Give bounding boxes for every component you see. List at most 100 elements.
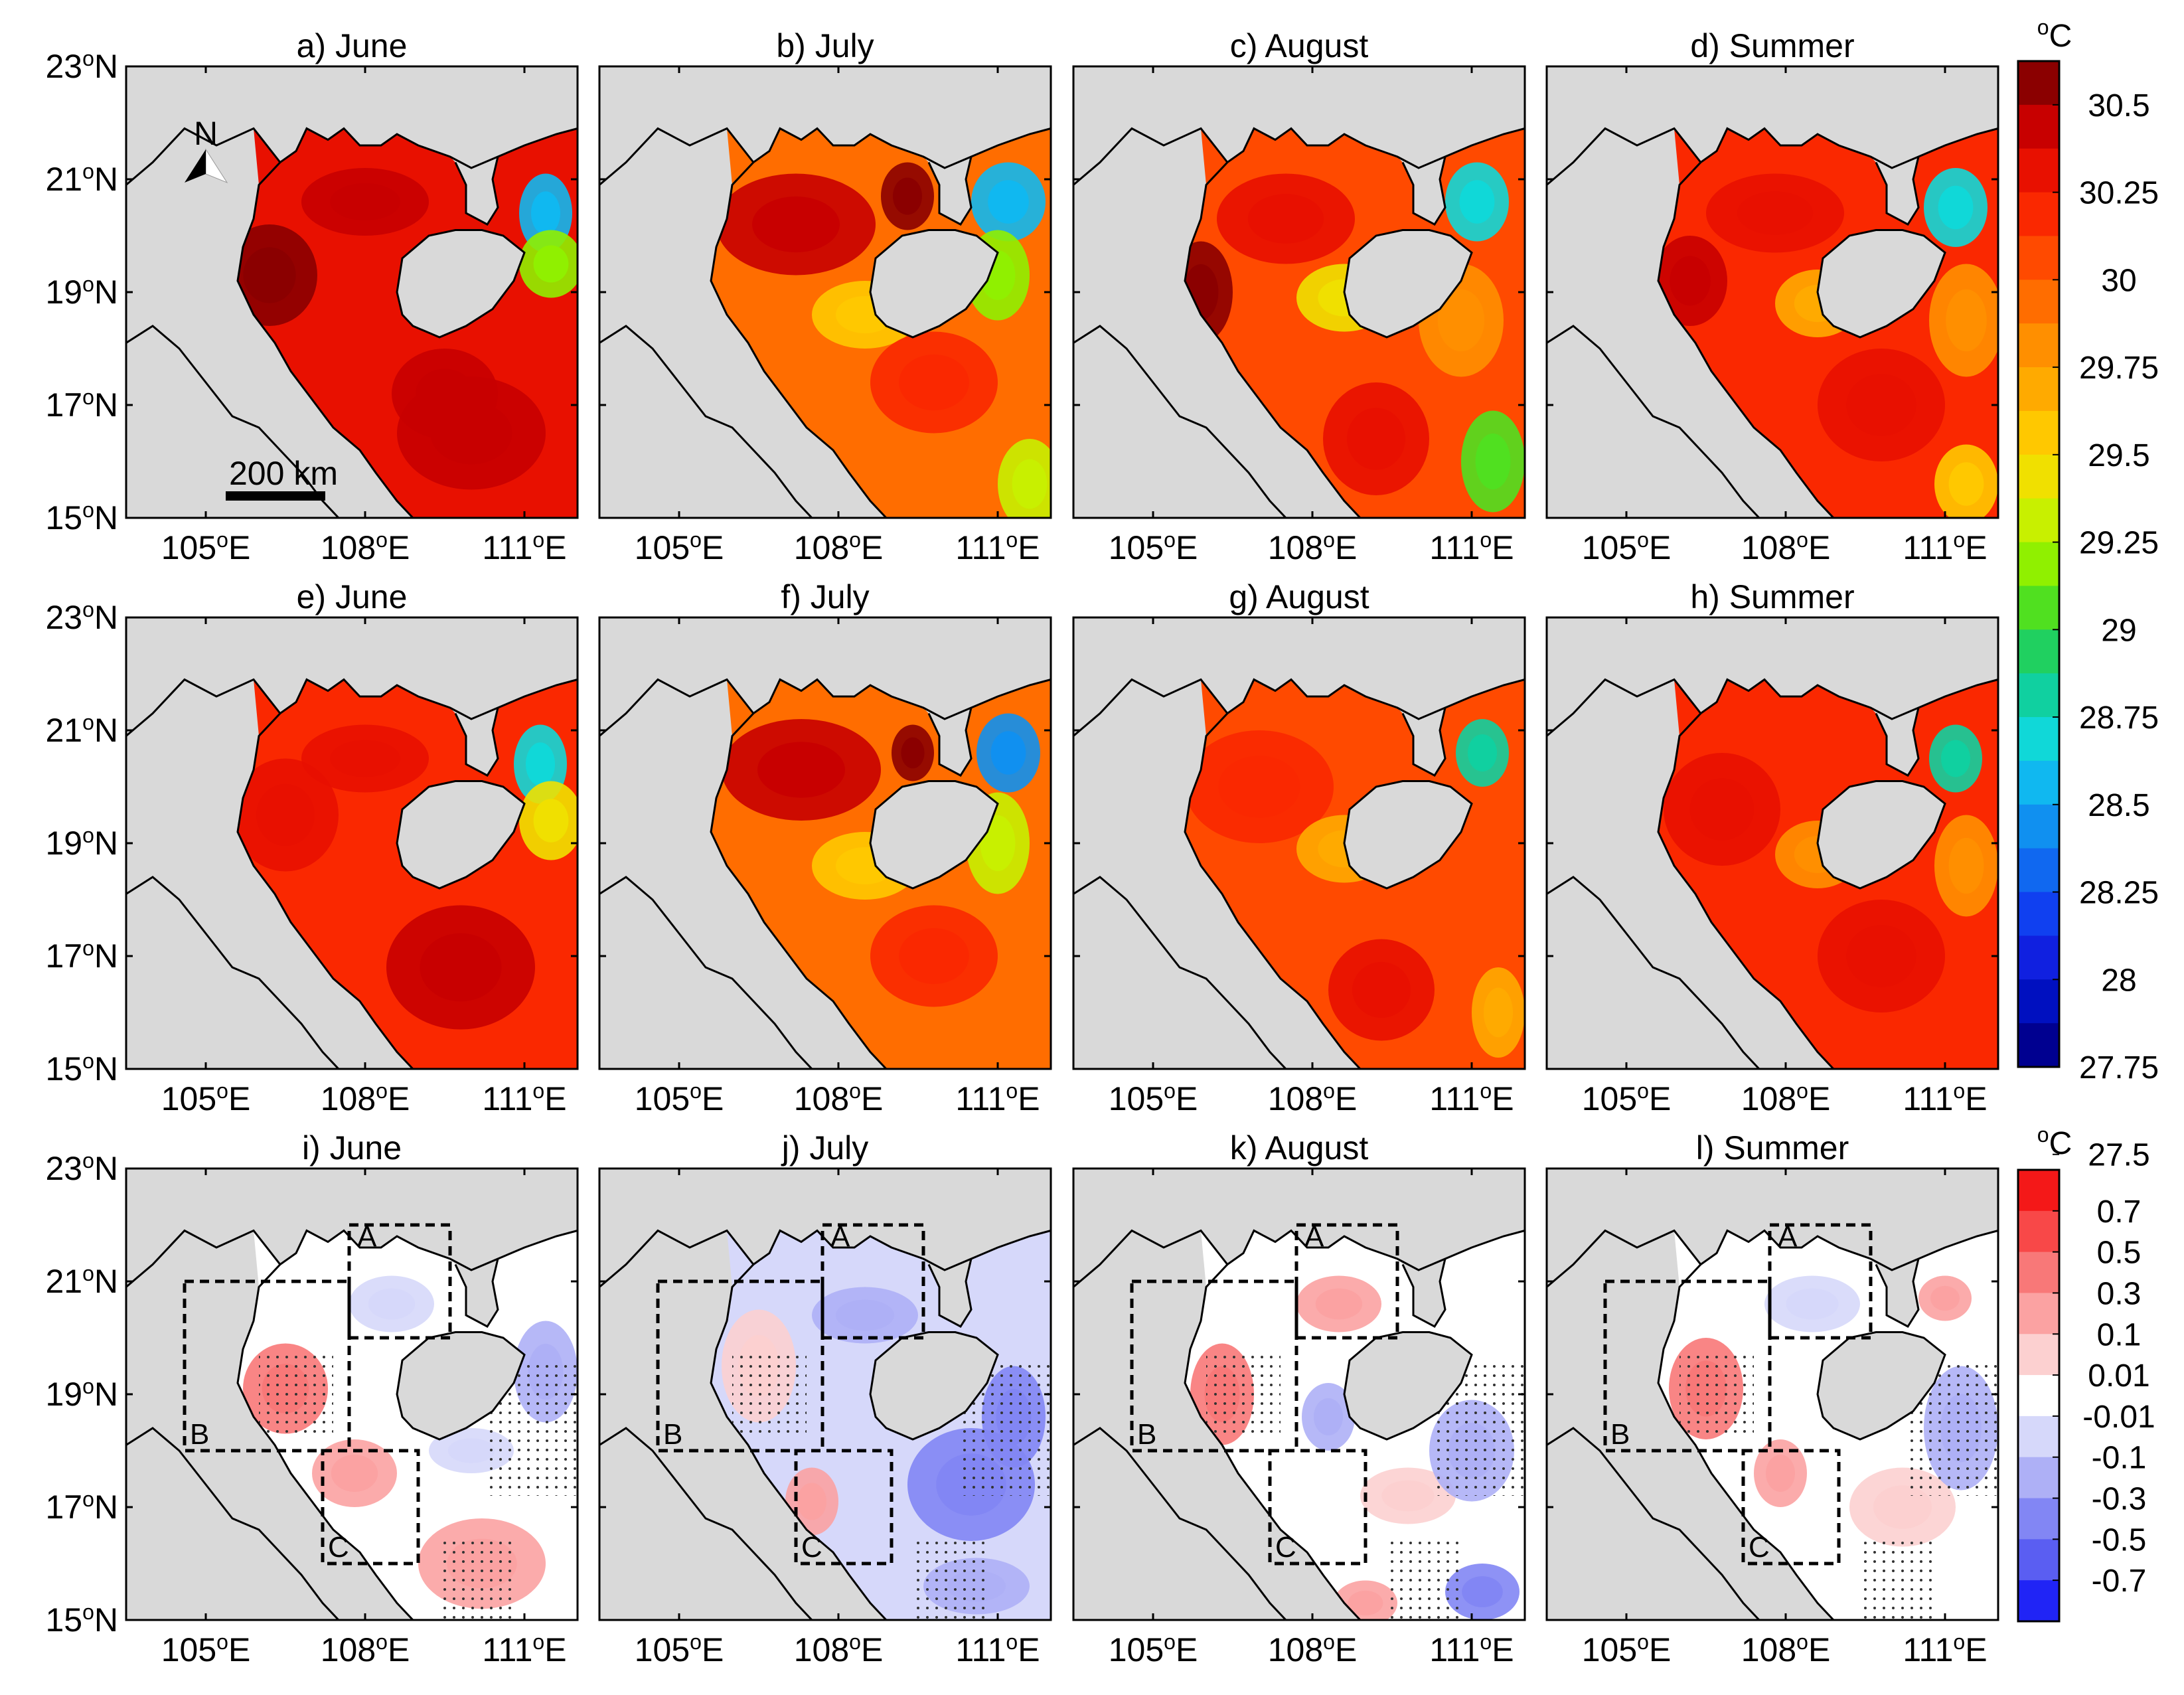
lon-label-degree: o bbox=[1164, 1630, 1176, 1654]
hainan-island bbox=[1343, 229, 1473, 339]
lon-label: 105oE bbox=[635, 1079, 724, 1117]
lat-label-degree: o bbox=[82, 1149, 94, 1172]
lon-label-value: 108 bbox=[1741, 529, 1796, 566]
panel-title: g) August bbox=[1229, 578, 1369, 615]
lon-label-degree: o bbox=[376, 1630, 388, 1654]
lon-label-degree: o bbox=[216, 1630, 228, 1654]
lon-label: 111oE bbox=[1429, 1079, 1514, 1117]
lon-label: 105oE bbox=[161, 1079, 251, 1117]
coastline-north bbox=[1546, 678, 1999, 737]
colorbar-label: -0.5 bbox=[2092, 1522, 2147, 1558]
significance-stipple bbox=[1860, 1535, 1934, 1620]
lon-label-suffix: E bbox=[1808, 1080, 1830, 1117]
field-contour-core bbox=[1459, 180, 1495, 224]
colorbar-segment bbox=[2018, 498, 2059, 543]
lon-label-suffix: E bbox=[1018, 529, 1040, 566]
lon-label: 108oE bbox=[321, 1079, 410, 1117]
lon-label-value: 108 bbox=[1268, 1631, 1323, 1668]
colorbar-frame bbox=[2017, 1169, 2061, 1623]
colorbar-unit-degree: o bbox=[2037, 1123, 2049, 1147]
lat-label-suffix: N bbox=[94, 386, 118, 424]
lat-label-degree: o bbox=[82, 1049, 94, 1073]
leizhou-peninsula bbox=[1875, 156, 1920, 226]
lat-label: 15oN bbox=[45, 498, 118, 536]
lat-label: 21oN bbox=[45, 710, 118, 749]
region-box-label-a: A bbox=[830, 1220, 850, 1253]
lon-label-degree: o bbox=[1953, 528, 1965, 552]
colorbar-label: 0.5 bbox=[2097, 1236, 2142, 1271]
coastline-vietnam bbox=[710, 1263, 888, 1621]
leizhou-peninsula bbox=[1401, 1258, 1446, 1328]
lon-label-degree: o bbox=[690, 1079, 702, 1103]
panel-title: f) July bbox=[781, 578, 869, 615]
hainan-island bbox=[1816, 780, 1946, 890]
lat-label: 23oN bbox=[45, 1149, 118, 1187]
leizhou-peninsula bbox=[927, 156, 973, 226]
lon-label-value: 111 bbox=[482, 529, 532, 566]
lon-label: 111oE bbox=[482, 528, 566, 566]
coastline-north bbox=[125, 678, 578, 737]
lat-label: 23oN bbox=[45, 598, 118, 636]
colorbar-label: 28 bbox=[2101, 963, 2136, 998]
lat-label: 17oN bbox=[45, 385, 118, 424]
lon-label: 108oE bbox=[1741, 1630, 1831, 1668]
field-contour-core bbox=[1348, 1590, 1383, 1616]
lon-label-suffix: E bbox=[1649, 1631, 1671, 1668]
lon-label-degree: o bbox=[849, 528, 861, 552]
lon-label-suffix: E bbox=[702, 1080, 724, 1117]
coastline-vietnam bbox=[1657, 712, 1835, 1070]
lon-label-degree: o bbox=[1323, 1079, 1335, 1103]
region-box-label-b: B bbox=[663, 1418, 682, 1451]
region-box-b bbox=[1603, 1279, 1772, 1453]
field-contour-core bbox=[1930, 1285, 1960, 1311]
field-contour-core bbox=[1938, 185, 1974, 230]
colorbar-segment bbox=[2018, 1023, 2059, 1068]
hainan-island bbox=[396, 780, 526, 890]
field-contour-core bbox=[1948, 462, 1984, 506]
coastline-north bbox=[599, 1229, 1052, 1288]
hainan-island bbox=[396, 229, 526, 339]
lon-label-value: 111 bbox=[482, 1080, 532, 1117]
colorbar-label: -0.01 bbox=[2082, 1400, 2155, 1435]
lon-label-value: 111 bbox=[1903, 529, 1953, 566]
lon-label: 108oE bbox=[1741, 528, 1831, 566]
border-line bbox=[599, 325, 813, 519]
border-line bbox=[1546, 325, 1760, 519]
field-contour-core bbox=[1873, 1485, 1932, 1529]
lon-label: 108oE bbox=[1268, 528, 1358, 566]
lat-label-degree: o bbox=[82, 46, 94, 70]
region-box-b bbox=[656, 1279, 824, 1453]
coastline-vietnam bbox=[236, 1263, 414, 1621]
panel-title: l) Summer bbox=[1696, 1129, 1849, 1167]
border-line bbox=[1073, 325, 1287, 519]
colorbar-segment bbox=[2018, 192, 2059, 236]
leizhou-peninsula bbox=[1875, 1258, 1920, 1328]
colorbar-label: 0.7 bbox=[2097, 1194, 2142, 1230]
colorbar-label: 27.5 bbox=[2088, 1138, 2149, 1173]
scale-bar bbox=[226, 491, 325, 501]
field-contour-core bbox=[1012, 459, 1048, 509]
north-arrow-label: N bbox=[194, 115, 218, 152]
field-contour-core bbox=[1737, 191, 1814, 235]
lon-label-suffix: E bbox=[702, 1631, 724, 1668]
lon-label: 111oE bbox=[955, 1079, 1040, 1117]
border-line bbox=[125, 325, 340, 519]
colorbar-segment bbox=[2018, 760, 2059, 805]
lat-label-suffix: N bbox=[94, 599, 118, 636]
field-contour-core bbox=[1846, 374, 1916, 436]
coastline-north bbox=[1546, 127, 1999, 186]
region-box-label-a: A bbox=[1778, 1220, 1798, 1253]
panel-title: e) June bbox=[297, 578, 408, 615]
border-line bbox=[125, 876, 340, 1070]
coastline-north bbox=[1073, 127, 1525, 186]
lat-label-degree: o bbox=[82, 1261, 94, 1285]
colorbar-unit-letter: C bbox=[2049, 19, 2072, 54]
lon-label-degree: o bbox=[849, 1079, 861, 1103]
field-contour-core bbox=[1314, 1398, 1343, 1436]
lon-label: 108oE bbox=[1268, 1630, 1358, 1668]
lon-label-suffix: E bbox=[1492, 529, 1514, 566]
lon-label-suffix: E bbox=[1492, 1631, 1514, 1668]
field-contour-core bbox=[1352, 961, 1411, 1018]
colorbar-segment bbox=[2018, 892, 2059, 936]
